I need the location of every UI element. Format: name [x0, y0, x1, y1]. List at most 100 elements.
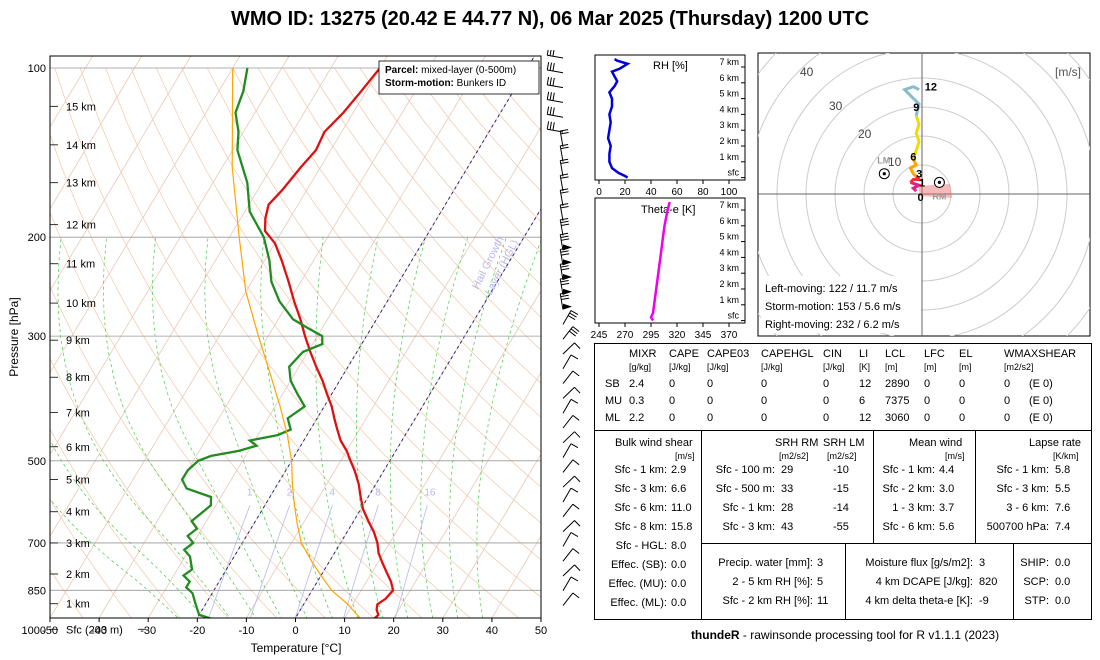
param-cell: (E 0)	[1029, 395, 1053, 407]
wind-barb-staff	[562, 415, 574, 429]
bulk-label: Sfc - 3 km:	[614, 483, 667, 495]
param-cell: 0	[959, 378, 966, 390]
wind-barb-pennant	[563, 244, 572, 251]
wind-barb-flag	[574, 342, 581, 349]
wind-barb-flag	[549, 77, 552, 86]
mixing-ratio-label: 8	[375, 487, 381, 498]
mixing-ratio-line	[208, 505, 251, 618]
height-marker-label: 6 km	[66, 442, 90, 454]
moist-adiabat-line	[57, 237, 231, 618]
wind-barb-flag	[560, 277, 569, 280]
wind-barb-staff	[562, 592, 574, 606]
dry-adiabat-line	[206, 67, 541, 488]
wind-barb-flag	[560, 265, 569, 268]
height-tick-label: 2 km	[719, 279, 739, 289]
wind-barb-flag	[570, 310, 579, 315]
wind-barb-flag	[552, 50, 555, 57]
hodograph-height-label: 6	[910, 151, 916, 163]
param-cell: 0	[707, 412, 714, 424]
composite-label: SHIP:	[1020, 557, 1049, 569]
wind-barb-pennant	[563, 274, 572, 280]
wind-barb-staff	[562, 326, 574, 340]
x-tick-label: 20	[388, 625, 400, 637]
isotherm-line	[491, 535, 541, 618]
dry-adiabat-line	[283, 67, 541, 384]
moist-adiabat-line	[449, 237, 507, 618]
mean-label: Sfc - 6 km:	[882, 521, 935, 533]
wind-barb-flag	[546, 62, 550, 71]
isotherm-line	[98, 56, 437, 618]
lapse-value: 5.5	[1055, 483, 1071, 495]
table-divider	[873, 431, 874, 543]
rh-frame	[594, 54, 746, 181]
hodograph-unit: [m/s]	[1055, 65, 1081, 79]
srh-rm-value: 33	[781, 483, 794, 495]
height-tick-label: 3 km	[719, 120, 739, 130]
wind-barb-staff	[559, 219, 564, 236]
wind-barb-flag	[560, 294, 569, 298]
wind-barb-staff	[562, 459, 574, 473]
lapse-value: 7.6	[1055, 502, 1071, 514]
wind-barb-flag	[549, 50, 552, 56]
wind-barb	[562, 443, 579, 458]
mixing-ratio-label: 16	[424, 487, 436, 498]
wind-barb-flag	[568, 330, 576, 337]
storm-motion-box	[761, 276, 921, 333]
param-cell: 0	[823, 378, 830, 390]
srh-unit: [m2/s2]	[779, 451, 809, 461]
wind-barb-flag	[574, 431, 581, 438]
wind-barb	[562, 414, 580, 429]
parcel-label: Parcel:	[385, 65, 418, 76]
wind-barb-staff	[562, 576, 572, 592]
thetae-series-line	[649, 201, 671, 322]
wind-barb-flag	[549, 62, 552, 71]
x-tick-label: 370	[721, 330, 738, 341]
hodograph-height-label: 12	[925, 82, 937, 94]
wind-barb-flag	[560, 232, 569, 236]
height-marker-label: Sfc (203 m)	[66, 624, 123, 636]
wind-barb	[559, 158, 569, 177]
wind-barb-flag	[549, 106, 552, 116]
bulk-label: Sfc - HGL:	[615, 540, 667, 552]
wind-barb-flag	[560, 191, 569, 194]
dry-adiabat-line	[156, 67, 541, 561]
wind-barb-flag	[561, 268, 570, 271]
wind-barb-flag	[570, 487, 579, 493]
height-marker-label: 5 km	[66, 475, 90, 487]
mean-value: 5.6	[939, 521, 955, 533]
x-tick-label: -20	[189, 625, 205, 637]
mean-value: 4.4	[939, 464, 955, 476]
height-tick-label: 7 km	[719, 200, 739, 210]
param-cell: (E 0)	[1029, 378, 1053, 390]
bulk-value: 0.0	[671, 597, 687, 609]
srh-lm-value: -15	[833, 483, 849, 495]
hodograph-height-label: 9	[913, 102, 919, 114]
wind-barb-flag	[570, 532, 579, 537]
param-cell: 0	[761, 412, 768, 424]
height-tick-label: 3 km	[719, 263, 739, 273]
x-tick-label: 0	[292, 625, 298, 637]
param-header: CIN	[823, 348, 842, 360]
moisture-label: 2 - 5 km RH [%]:	[732, 576, 813, 588]
wind-barb-staff	[562, 386, 575, 399]
height-marker-label: 4 km	[66, 507, 90, 519]
wind-barb-staff	[559, 278, 564, 295]
param-header: CAPE03	[707, 348, 750, 360]
wind-barb-staff	[562, 487, 572, 503]
mean-value: 3.0	[939, 483, 955, 495]
parcel-legend	[378, 60, 540, 95]
wind-barb-flag	[560, 146, 569, 150]
height-marker-label: 15 km	[66, 101, 96, 113]
height-marker-label: 1 km	[66, 599, 90, 611]
wind-barb	[562, 503, 580, 518]
y-tick-label: 850	[28, 585, 46, 597]
bulk-value: 2.9	[671, 464, 687, 476]
y-tick-label: 500	[28, 456, 46, 468]
x-tick-label: 50	[535, 625, 547, 637]
bulk-label: Effec. (ML):	[610, 597, 667, 609]
wind-barb-flag	[560, 279, 569, 283]
mixing-ratio-line	[249, 505, 291, 618]
wind-barb-flag	[572, 592, 580, 599]
composite-value: 0.0	[1055, 576, 1071, 588]
